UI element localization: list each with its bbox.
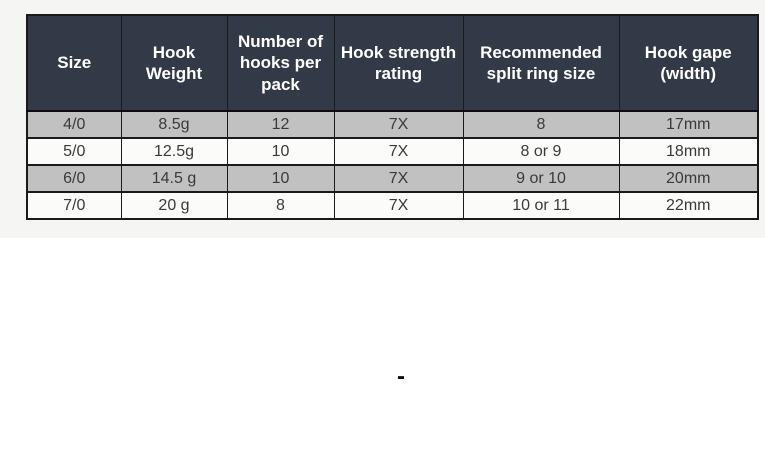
cell-hook-weight: 12.5g	[120, 137, 228, 166]
cell-hook-weight: 14.5 g	[120, 164, 228, 193]
cell-strength-rating: 7X	[333, 137, 464, 166]
cell-split-ring-size: 9 or 10	[462, 164, 620, 193]
cell-size: 4/0	[26, 110, 122, 139]
cell-split-ring-size: 8	[462, 110, 620, 139]
cell-hooks-per-pack: 8	[226, 191, 335, 220]
hook-spec-table: Size Hook Weight Number of hooks per pac…	[26, 14, 759, 220]
column-header-split-ring-size: Recommended split ring size	[462, 15, 620, 112]
cell-size: 6/0	[26, 164, 122, 193]
cell-split-ring-size: 8 or 9	[462, 137, 620, 166]
cell-size: 7/0	[26, 191, 122, 220]
cell-hooks-per-pack: 12	[226, 110, 335, 139]
column-header-strength-rating: Hook strength rating	[333, 15, 464, 112]
column-header-hook-weight: Hook Weight	[120, 15, 228, 112]
table-row-4-0: 4/0 8.5g 12 7X 8 17mm	[26, 110, 759, 139]
cell-hook-gape: 20mm	[618, 164, 759, 193]
column-header-hooks-per-pack: Number of hooks per pack	[226, 15, 335, 112]
header-row: Size Hook Weight Number of hooks per pac…	[26, 15, 759, 112]
cell-hooks-per-pack: 10	[226, 137, 335, 166]
table-row-5-0: 5/0 12.5g 10 7X 8 or 9 18mm	[26, 137, 759, 166]
stray-dash-mark: -	[397, 363, 405, 390]
cell-strength-rating: 7X	[333, 191, 464, 220]
cell-hook-gape: 17mm	[618, 110, 759, 139]
column-header-size: Size	[26, 15, 122, 112]
cell-hook-weight: 20 g	[120, 191, 228, 220]
cell-strength-rating: 7X	[333, 164, 464, 193]
cell-strength-rating: 7X	[333, 110, 464, 139]
column-header-hook-gape: Hook gape (width)	[618, 15, 759, 112]
cell-hooks-per-pack: 10	[226, 164, 335, 193]
table-row-6-0: 6/0 14.5 g 10 7X 9 or 10 20mm	[26, 164, 759, 193]
cell-hook-gape: 18mm	[618, 137, 759, 166]
cell-size: 5/0	[26, 137, 122, 166]
cell-split-ring-size: 10 or 11	[462, 191, 620, 220]
table-row-7-0: 7/0 20 g 8 7X 10 or 11 22mm	[26, 191, 759, 220]
cell-hook-gape: 22mm	[618, 191, 759, 220]
cell-hook-weight: 8.5g	[120, 110, 228, 139]
